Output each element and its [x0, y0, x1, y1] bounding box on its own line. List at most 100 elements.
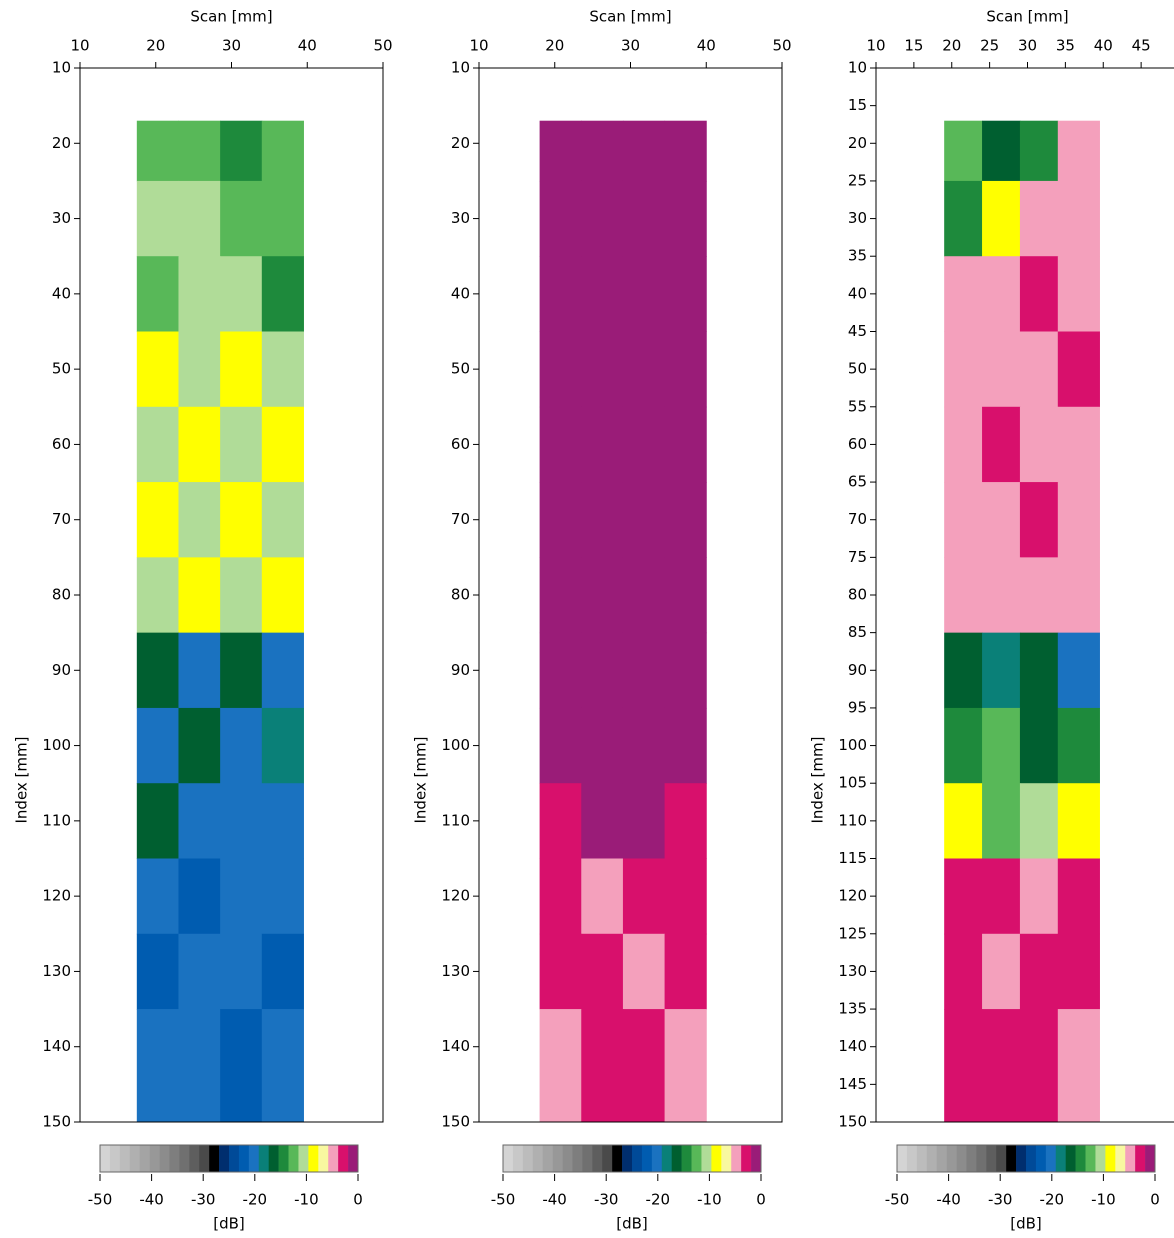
- y-tick-label: 150: [838, 1113, 867, 1131]
- colorbar-cell: [1145, 1145, 1155, 1172]
- heatmap-cell: [982, 783, 1020, 859]
- colorbar-label: [dB]: [1010, 1215, 1042, 1233]
- heatmap-cell: [581, 256, 623, 332]
- heatmap-cell: [581, 934, 623, 1010]
- heatmap-cell: [665, 121, 707, 182]
- heatmap-cell: [665, 407, 707, 483]
- heatmap-cell: [665, 859, 707, 935]
- heatmap-cell: [944, 783, 982, 859]
- colorbar-cell: [563, 1145, 573, 1172]
- heatmap-cell: [1020, 633, 1058, 709]
- colorbar-cell: [957, 1145, 967, 1172]
- heatmap-cell: [220, 407, 262, 483]
- y-tick-label: 110: [838, 811, 867, 829]
- heatmap-cell: [581, 859, 623, 935]
- heatmap-cell: [178, 783, 220, 859]
- heatmap-cell: [137, 121, 179, 182]
- colorbar-cell: [947, 1145, 957, 1172]
- colorbar-cell: [692, 1145, 702, 1172]
- colorbar-cell: [622, 1145, 632, 1172]
- heatmap-cell: [540, 482, 582, 558]
- x-tick-label: 30: [222, 37, 241, 55]
- heatmap-cell: [623, 708, 665, 784]
- heatmap-cell: [137, 859, 179, 935]
- y-tick-label: 120: [441, 887, 470, 905]
- colorbar-cell: [308, 1145, 318, 1172]
- heatmap-cell: [1020, 557, 1058, 633]
- y-tick-label: 130: [42, 962, 71, 980]
- heatmap-cell: [982, 256, 1020, 332]
- heatmap-cell: [665, 332, 707, 408]
- heatmap-cell: [581, 708, 623, 784]
- colorbar-cell: [140, 1145, 150, 1172]
- colorbar-cell: [602, 1145, 612, 1172]
- colorbar-cell: [169, 1145, 179, 1172]
- heatmap-cell: [262, 783, 304, 859]
- heatmap-cell: [1020, 708, 1058, 784]
- heatmap-cell: [178, 482, 220, 558]
- heatmap-cell: [1020, 783, 1058, 859]
- y-tick-label: 100: [838, 736, 867, 754]
- heatmap-cell: [944, 708, 982, 784]
- x-tick-label: 50: [772, 37, 791, 55]
- heatmap-cell: [137, 557, 179, 633]
- heatmap-cell: [262, 557, 304, 633]
- colorbar-cell: [219, 1145, 229, 1172]
- heatmap-cell: [623, 482, 665, 558]
- colorbar-cell: [160, 1145, 170, 1172]
- colorbar-cell: [100, 1145, 110, 1172]
- colorbar-cell: [642, 1145, 652, 1172]
- y-tick-label: 135: [838, 1000, 867, 1018]
- y-tick-label: 30: [52, 209, 71, 227]
- heatmap-cell: [1058, 783, 1100, 859]
- heatmap-cell: [1058, 934, 1100, 1010]
- y-tick-label: 95: [848, 698, 867, 716]
- colorbar-tick-label: -30: [594, 1191, 619, 1209]
- heatmap-cell: [262, 1009, 304, 1122]
- x-tick-label: 10: [70, 37, 89, 55]
- y-tick-label: 10: [451, 59, 470, 77]
- colorbar-cell: [503, 1145, 513, 1172]
- heatmap-cell: [262, 407, 304, 483]
- heatmap-cell: [137, 708, 179, 784]
- heatmap-cell: [982, 708, 1020, 784]
- heatmap-cell: [665, 633, 707, 709]
- y-tick-label: 65: [848, 473, 867, 491]
- x-tick-label: 15: [904, 37, 923, 55]
- heatmap-cell: [178, 1009, 220, 1122]
- heatmap-cell: [220, 557, 262, 633]
- colorbar-cell: [513, 1145, 523, 1172]
- colorbar-cell: [179, 1145, 189, 1172]
- colorbar-cell: [572, 1145, 582, 1172]
- colorbar-cell: [279, 1145, 289, 1172]
- colorbar-cell: [1036, 1145, 1046, 1172]
- colorbar-cell: [917, 1145, 927, 1172]
- heatmap-cell: [1020, 181, 1058, 257]
- y-tick-label: 100: [42, 736, 71, 754]
- y-tick-label: 20: [52, 134, 71, 152]
- heatmap-cell: [262, 482, 304, 558]
- heatmap-cell: [220, 633, 262, 709]
- heatmap-cell: [665, 1009, 707, 1122]
- colorbar-cell: [986, 1145, 996, 1172]
- x-tick-label: 20: [545, 37, 564, 55]
- y-axis-label: Index [mm]: [13, 737, 31, 824]
- colorbar-cell: [318, 1145, 328, 1172]
- y-tick-label: 115: [838, 849, 867, 867]
- y-tick-label: 75: [848, 548, 867, 566]
- colorbar-cell: [751, 1145, 761, 1172]
- heatmap-cell: [1058, 859, 1100, 935]
- colorbar-tick-label: -30: [191, 1191, 216, 1209]
- heatmap-cell: [540, 708, 582, 784]
- heatmap-cell: [665, 482, 707, 558]
- colorbar-tick-label: -50: [88, 1191, 113, 1209]
- heatmap-cell: [540, 934, 582, 1010]
- panel: 1015202530354045Scan [mm]101520253035404…: [809, 8, 1174, 1233]
- x-tick-label: 10: [469, 37, 488, 55]
- colorbar-cell: [543, 1145, 553, 1172]
- colorbar-cell: [298, 1145, 308, 1172]
- y-tick-label: 20: [451, 134, 470, 152]
- heatmap-cell: [623, 934, 665, 1010]
- colorbar-cell: [721, 1145, 731, 1172]
